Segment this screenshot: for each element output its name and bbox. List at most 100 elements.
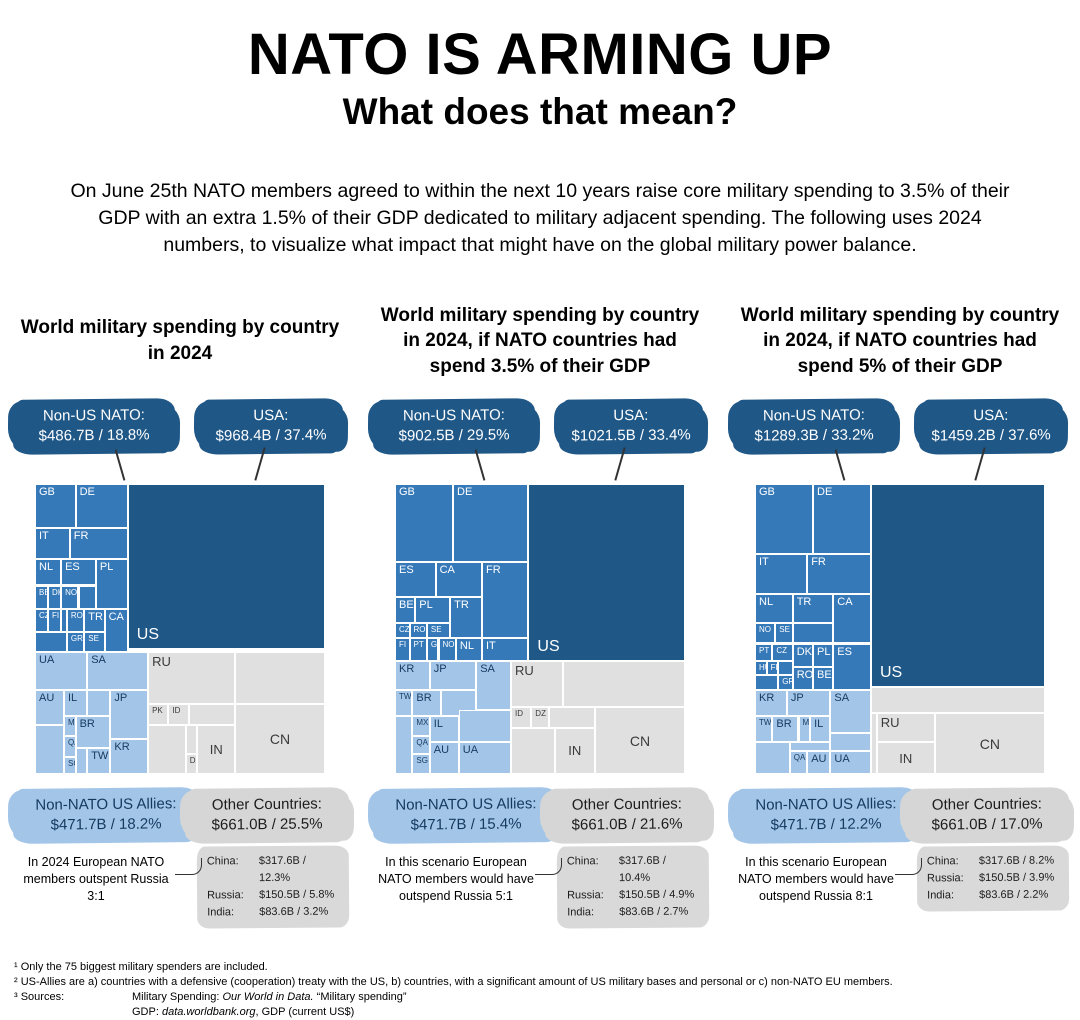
treemap-tile-ca: CA: [104, 608, 128, 653]
treemap-tile-tw: TW: [755, 716, 773, 743]
treemap-tile-hu: HU: [755, 660, 767, 676]
treemap-tile-tr: TR: [792, 594, 834, 624]
treemap-tile-tw: TW: [395, 689, 413, 716]
treemap-tile-nl: NL: [35, 559, 62, 586]
treemap-tile-pt: PT: [409, 637, 427, 661]
chart-column-5-pct: World military spending by country in 20…: [727, 293, 1073, 956]
treemap-tile-small: [35, 724, 64, 774]
connector-line: [474, 449, 486, 481]
treemap-tile-nl: NL: [455, 637, 482, 661]
sources-label: ³ Sources:: [14, 991, 65, 1003]
treemap-tile-small: [548, 707, 596, 728]
breakdown-row-russia: Russia: $150.5B / 5.8%: [207, 888, 335, 902]
treemap-tile-jp: JP: [110, 689, 149, 740]
treemap-tile-small: [871, 713, 877, 774]
treemap-tile-small: [148, 724, 186, 774]
treemap-tile-in: IN: [554, 727, 596, 774]
treemap-tile-fr: FR: [69, 527, 128, 560]
treemap-tile-no: NO: [438, 637, 456, 661]
non-nato-allies-label: Non-NATO US Allies:: [755, 795, 897, 814]
treemap-tile-br: BR: [412, 689, 442, 716]
treemap-tile-ro: RO: [792, 666, 813, 690]
scenario-note: In this scenario European NATO members w…: [738, 855, 894, 903]
treemap-tile-au: AU: [35, 689, 64, 725]
non-us-nato-value: $486.7B / 18.8%: [38, 426, 150, 445]
treemap-tile-sa: SA: [830, 689, 871, 734]
treemap-tile-ru: RU: [511, 660, 564, 708]
treemap-tile-id: ID: [511, 707, 532, 728]
treemap-tile-pl: PL: [415, 597, 451, 624]
source-gdp: GDP: data.worldbank.org, GDP (current US…: [132, 1006, 355, 1018]
treemap-tile-dz: DZ: [531, 707, 549, 728]
usa-callout: USA: $1021.5B / 33.4%: [558, 398, 704, 455]
other-countries-callout: Other Countries: $661.0B / 17.0%: [904, 787, 1070, 844]
breakdown-row-india: India: $83.6B / 2.2%: [927, 888, 1049, 902]
treemap-tile-ru: RU: [876, 713, 935, 743]
treemap-tile-it: IT: [755, 553, 808, 595]
treemap-tile-mx: MX: [412, 716, 430, 737]
treemap-tile-tr: TR: [450, 597, 482, 638]
treemap-tile-nl: NL: [755, 594, 793, 624]
non-nato-allies-value: $471.7B / 12.2%: [770, 815, 882, 834]
treemap-tile-sg: SG: [412, 753, 430, 774]
non-us-nato-label: Non-US NATO:: [402, 406, 505, 425]
treemap-tile-small: [61, 608, 67, 632]
treemap-tile-small: [75, 747, 88, 774]
treemap-tile-cn: CN: [235, 704, 325, 774]
treemap-tile-fi: FI: [48, 608, 62, 632]
non-us-nato-label: Non-US NATO:: [762, 406, 865, 425]
other-countries-label: Other Countries:: [211, 795, 322, 814]
treemap-tile-us: US: [127, 484, 325, 650]
treemap-tile-jp: JP: [429, 660, 477, 690]
treemap-tile-cz: CZ: [35, 608, 49, 632]
treemap-tile-pl: PL: [95, 559, 128, 609]
treemap-tile-small: [789, 742, 831, 751]
connector-line: [895, 858, 922, 875]
non-nato-allies-callout: Non-NATO US Allies: $471.7B / 12.2%: [732, 787, 920, 844]
treemap-tile-mx: MX: [64, 716, 76, 737]
treemap-tile-it: IT: [482, 637, 529, 661]
usa-value: $1459.2B / 37.6%: [931, 426, 1051, 445]
non-nato-allies-label: Non-NATO US Allies:: [35, 795, 177, 814]
treemap-tile-fr: FR: [482, 562, 529, 638]
treemap-tile-us: US: [528, 484, 685, 661]
treemap-tile-se: SE: [84, 631, 105, 653]
treemap-tile-be: BE: [35, 585, 49, 609]
non-nato-allies-value: $471.7B / 15.4%: [410, 815, 522, 834]
usa-callout: USA: $1459.2B / 37.6%: [918, 398, 1064, 455]
usa-value: $1021.5B / 33.4%: [571, 426, 691, 445]
intro-text: On June 25th NATO members agreed to with…: [70, 180, 1010, 256]
treemap-tile-au: AU: [807, 750, 831, 774]
treemap-tile-small: [185, 724, 198, 754]
footnote-1: ¹ Only the 75 biggest military spenders …: [14, 961, 268, 973]
treemap-tile-gr: GR: [426, 637, 439, 661]
treemap-tile-gb: GB: [755, 484, 813, 554]
treemap-tile-gb: GB: [35, 484, 76, 528]
treemap-tile-es: ES: [395, 562, 436, 598]
treemap-tile-cz: CZ: [395, 623, 410, 638]
footnote-sources: ³ Sources: Military Spending: Our World …: [14, 990, 1066, 1020]
treemap-tile-il: IL: [64, 689, 88, 716]
treemap-tile-small: [778, 660, 793, 676]
treemap-tile-br: BR: [75, 716, 111, 748]
treemap-tile-id: ID: [168, 704, 189, 725]
treemap-tile-sa: SA: [476, 660, 511, 711]
breakdown-row-russia: Russia: $150.5B / 3.9%: [926, 871, 1055, 885]
usa-label: USA:: [613, 406, 649, 425]
bottom-callouts: Non-NATO US Allies: $471.7B / 15.4% Othe…: [367, 786, 713, 956]
usa-value: $968.4B / 37.4%: [215, 426, 327, 445]
treemap-tile-fi: FI: [766, 660, 779, 676]
charts-row: World military spending by country in 20…: [0, 293, 1080, 956]
usa-label: USA:: [973, 406, 1009, 425]
treemap-tile-no: NO: [755, 623, 776, 644]
connector-line: [114, 449, 126, 481]
other-countries-callout: Other Countries: $661.0B / 25.5%: [184, 787, 350, 844]
treemap-tile-dk: DK: [792, 643, 813, 667]
treemap-tile-cn: CN: [595, 707, 685, 774]
treemap-tile-gr: GR: [778, 675, 793, 690]
treemap-tile-be: BE: [395, 597, 416, 624]
treemap-tile-no: NO: [61, 585, 79, 609]
treemap-tile-de: DE: [75, 484, 128, 528]
other-countries-value: $661.0B / 21.6%: [571, 815, 683, 834]
